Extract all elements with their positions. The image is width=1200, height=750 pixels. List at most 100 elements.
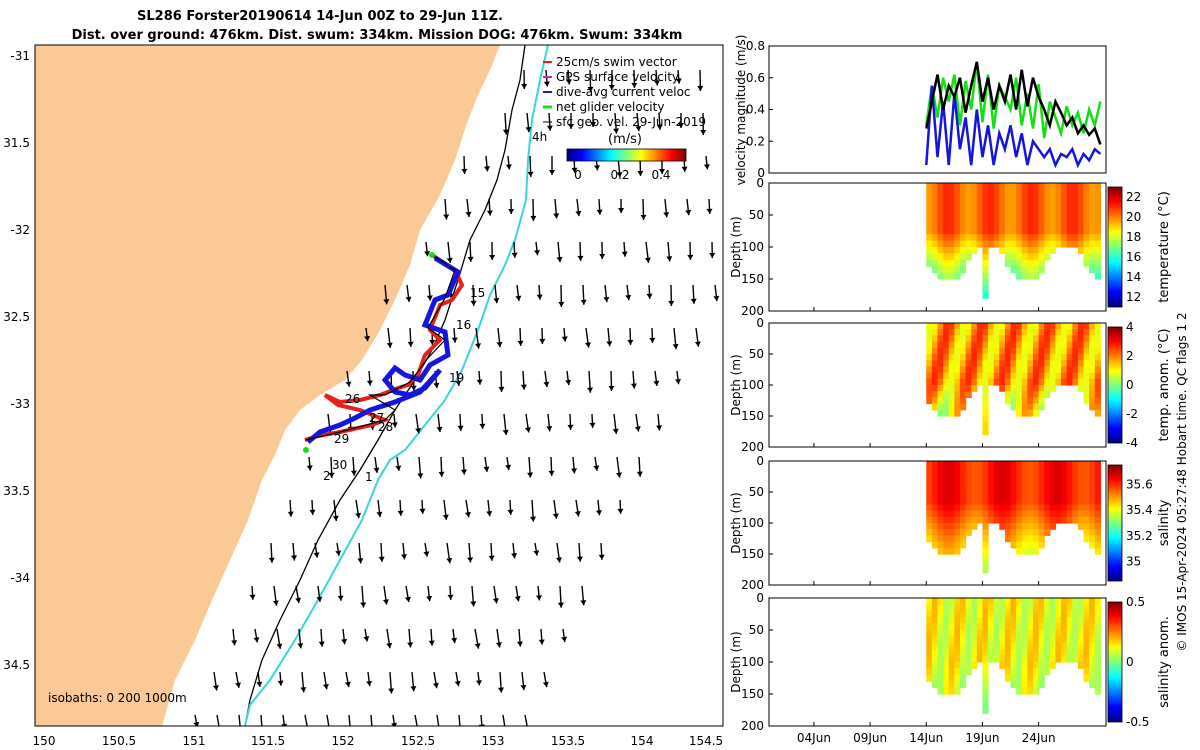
section-cell [1066,636,1073,644]
section-cell [1072,461,1079,468]
colorbar-tick: 35 [1126,555,1141,569]
map-colorbar-tick: 0.2 [610,168,629,182]
section-cell [1032,341,1040,349]
section-cell [931,636,939,644]
day-label: 1 [365,470,373,484]
geostrophic-arrow [553,198,560,219]
section-cell [982,272,989,280]
velocity-ytick: 0.4 [746,103,765,117]
section-cell [948,649,955,657]
section-cell [1072,479,1079,487]
section-cell [954,510,961,518]
section-cell [1061,354,1068,361]
section-cell [1089,498,1096,505]
section-cell [943,366,950,374]
section-cell [937,323,944,330]
section-cell [999,662,1006,669]
section-cell [931,221,939,229]
section-cell [954,335,961,343]
section-cell [1055,598,1062,605]
section-cell [1021,347,1028,355]
section-cell [1021,510,1028,518]
section-cell [926,341,933,349]
section-cell [954,347,961,355]
section-cell [1077,329,1085,336]
section-cell [1066,335,1073,343]
velocity-ytick: 0.8 [746,39,765,53]
section-cell [1083,195,1090,203]
section-cell [1010,360,1017,367]
section-cell [1094,516,1101,524]
section-cell [1066,617,1073,625]
section-cell [937,642,944,650]
section-cell [1038,208,1045,216]
section-cell [1089,492,1096,499]
section-cell [982,649,989,657]
section-cell [1083,662,1090,669]
section-cell [1089,523,1096,530]
section-cell [937,604,944,612]
section-cell [1032,329,1040,336]
section-cell [1044,323,1051,330]
section-cell [926,598,933,605]
section-ytick: 150 [741,687,764,701]
geostrophic-arrow [386,628,393,649]
section-cell [1061,604,1068,612]
section-cell [948,636,955,644]
section-cell [948,189,955,197]
section-cell [937,674,944,682]
section-cell [1055,630,1062,637]
section-cell [1089,461,1096,468]
section-cell [1032,221,1040,229]
section-ylabel: Depth (m) [729,354,743,415]
isobath-1000m [244,45,549,726]
section-cell [1083,221,1090,229]
section-cell [1055,604,1062,612]
section-cell [1016,668,1023,676]
section-cell [1049,485,1057,493]
section-cell [926,227,933,235]
section-cell [971,208,978,216]
section-cell [954,473,961,481]
section-cell [993,485,1000,493]
section-cell [1044,461,1051,468]
section-cell [1016,372,1023,380]
section-cell [926,630,933,637]
section-cell [999,335,1006,343]
section-cell [1061,498,1068,505]
section-cell [931,227,939,235]
section-cell [959,535,967,543]
section-cell [1061,598,1068,605]
section-cell [1094,372,1101,380]
section-cell [1055,610,1062,618]
section-cell [1072,215,1079,222]
section-cell [1010,516,1017,524]
section-cell [1004,479,1012,487]
section-cell [926,642,933,650]
section-cell [954,485,961,493]
geostrophic-arrow [322,671,329,690]
section-cell [1038,202,1045,210]
section-cell [1016,378,1023,386]
section-cell [1089,479,1096,487]
section-cell [982,285,989,293]
section-cell [1032,547,1040,555]
section-cell [1004,504,1012,512]
geostrophic-arrow [687,241,694,260]
section-cell [1061,655,1068,663]
section-cell [999,372,1006,380]
section-cell [999,366,1006,374]
section-cell [1021,623,1028,631]
section-cell [965,642,972,650]
section-cell [993,492,1000,499]
section-cell [976,323,984,330]
lon-tick: 153.5 [551,734,585,748]
section-cell [948,498,955,505]
section-cell [999,516,1006,524]
section-cell [1049,617,1057,625]
section-cell [1032,630,1040,637]
geostrophic-arrow [557,585,564,608]
section-cells [926,323,1101,436]
section-cell [1061,240,1068,248]
section-cell [948,227,955,235]
